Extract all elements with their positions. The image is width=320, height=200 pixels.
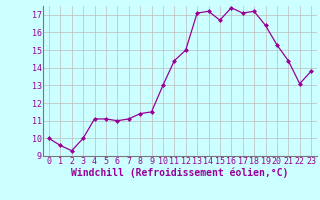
X-axis label: Windchill (Refroidissement éolien,°C): Windchill (Refroidissement éolien,°C)	[71, 168, 289, 178]
